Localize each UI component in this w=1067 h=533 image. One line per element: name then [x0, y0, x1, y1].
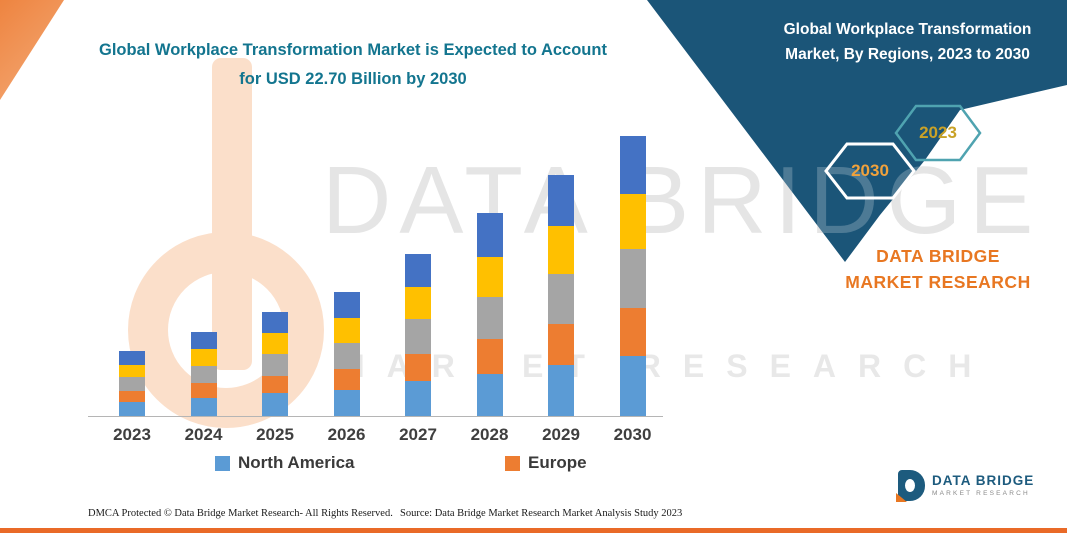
- bar-segment: [548, 364, 574, 416]
- bar-segment: [262, 353, 288, 377]
- bar-segment: [190, 366, 217, 384]
- chart-title: Global Workplace Transformation Market i…: [99, 41, 607, 88]
- chart-plot-area: [88, 127, 666, 417]
- logo-name: DATA BRIDGE: [932, 473, 1035, 488]
- banner-title: Global Workplace Transformation Market, …: [783, 21, 1032, 63]
- bar-segment: [119, 364, 145, 378]
- bar-2028: [476, 213, 503, 416]
- x-axis-labels: 2023 2024 2025 2026 2027 2028 2029 2030: [88, 425, 666, 449]
- legend-label: Europe: [528, 453, 587, 472]
- bar-segment: [119, 377, 145, 391]
- hexagon-year-label: 2023: [919, 123, 957, 142]
- bar-segment: [619, 356, 646, 416]
- bar-segment: [619, 308, 646, 357]
- x-axis-label: 2029: [542, 425, 580, 444]
- hexagon-year-label: 2030: [851, 161, 889, 180]
- footer-dmca-text: DMCA Protected © Data Bridge Market Rese…: [88, 508, 393, 519]
- bar-segment: [262, 332, 288, 354]
- bar-segment: [262, 376, 288, 394]
- bar-2029: [548, 174, 574, 416]
- brand-wordmark: DATA BRIDGE MARKET RESEARCH: [845, 246, 1031, 293]
- bar-segment: [119, 390, 145, 402]
- bar-2026: [333, 292, 360, 416]
- x-axis-label: 2025: [256, 425, 294, 444]
- bar-segment: [548, 174, 574, 226]
- bar-segment: [190, 398, 217, 416]
- bar-segment: [405, 381, 431, 416]
- footer-source-text: Source: Data Bridge Market Research Mark…: [400, 508, 683, 519]
- x-axis-label: 2024: [184, 425, 223, 444]
- bar-segment: [476, 373, 503, 416]
- dbmr-logo-icon-accent: [896, 493, 907, 502]
- bar-segment: [333, 389, 360, 416]
- dbmr-logo-text: DATA BRIDGE MARKET RESEARCH: [932, 473, 1034, 498]
- bar-segment: [476, 256, 503, 298]
- bar-segment: [119, 401, 145, 416]
- bar-segment: [548, 225, 574, 274]
- bar-segment: [333, 318, 360, 343]
- bar-segment: [405, 254, 431, 288]
- legend-label: North America: [238, 453, 355, 472]
- bar-2025: [262, 311, 288, 416]
- bar-segment: [619, 135, 646, 194]
- x-axis-label: 2023: [113, 425, 151, 444]
- bar-segment: [405, 353, 431, 381]
- x-axis-line: [88, 415, 663, 417]
- x-axis-label: 2026: [327, 425, 366, 444]
- bar-segment: [548, 324, 574, 365]
- legend-swatch-north-america: [215, 455, 230, 471]
- hexagon-outline-icon: [824, 142, 916, 200]
- chart-legend: North America Europe: [0, 453, 720, 479]
- bar-segment: [119, 351, 145, 365]
- legend-item-europe: Europe: [505, 453, 587, 473]
- dbmr-logo-icon: [896, 470, 925, 502]
- legend-item-north-america: North America: [215, 453, 355, 473]
- bar-segment: [333, 368, 360, 390]
- bar-segment: [333, 342, 360, 369]
- bar-segment: [619, 249, 646, 309]
- bar-segment: [548, 273, 574, 325]
- watermark-market-research: MARKET RESEARCH: [338, 348, 994, 384]
- legend-swatch-europe: [505, 455, 520, 471]
- bar-segment: [476, 213, 503, 257]
- hexagon-badge-2023: 2023: [894, 104, 982, 162]
- bar-2030: [619, 135, 646, 416]
- bar-segment: [190, 331, 217, 349]
- bar-2024: [190, 331, 217, 416]
- bar-segment: [476, 339, 503, 374]
- hexagon-badge-2030: 2030: [824, 142, 916, 200]
- logo-tagline: MARKET RESEARCH: [932, 489, 1030, 497]
- bar-segment: [405, 319, 431, 354]
- bar-2027: [405, 254, 431, 416]
- x-axis-label: 2030: [613, 425, 652, 444]
- bar-segment: [405, 287, 431, 320]
- x-axis-label: 2027: [399, 425, 437, 444]
- hexagon-outline-icon: [894, 104, 982, 162]
- bar-2023: [119, 351, 145, 416]
- bar-segment: [333, 292, 360, 319]
- bar-segment: [262, 311, 288, 333]
- bar-segment: [262, 393, 288, 416]
- bottom-accent-rule: [0, 528, 1067, 533]
- bar-segment: [190, 348, 217, 367]
- bar-segment: [476, 297, 503, 340]
- dbmr-logo: DATA BRIDGE MARKET RESEARCH: [896, 470, 1034, 502]
- bar-segment: [190, 383, 217, 399]
- dbmr-logo-icon-hole: [905, 479, 915, 492]
- bar-segment: [619, 193, 646, 250]
- x-axis-label: 2028: [470, 425, 509, 444]
